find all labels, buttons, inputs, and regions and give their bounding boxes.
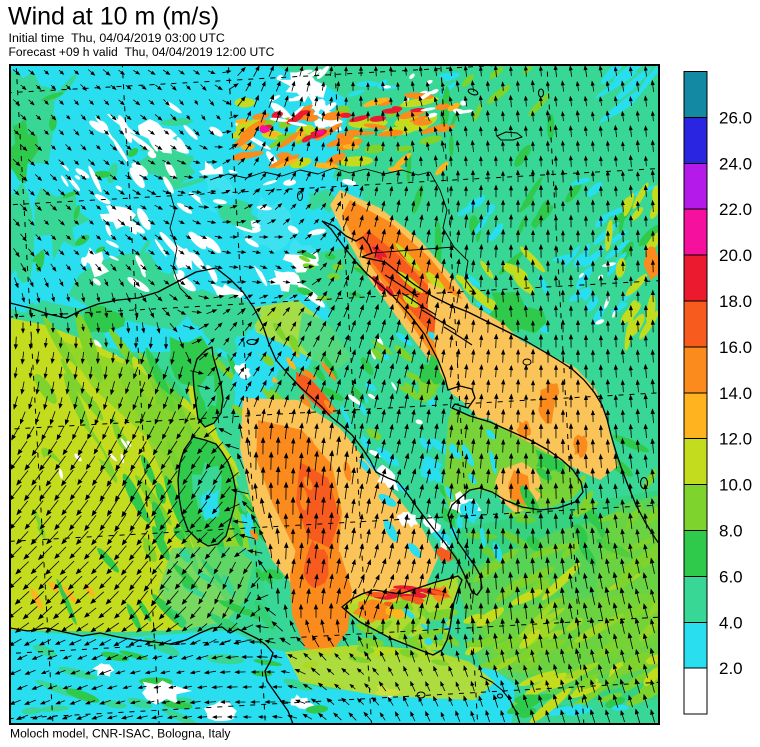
svg-text:16.0: 16.0: [719, 338, 752, 357]
svg-text:22.0: 22.0: [719, 200, 752, 219]
svg-text:2.0: 2.0: [719, 659, 743, 678]
svg-text:20.0: 20.0: [719, 246, 752, 265]
svg-text:10.0: 10.0: [719, 476, 752, 495]
svg-text:26.0: 26.0: [719, 108, 752, 127]
svg-text:Moloch model, CNR-ISAC, Bologn: Moloch model, CNR-ISAC, Bologna, Italy: [10, 727, 231, 741]
svg-text:8.0: 8.0: [719, 522, 743, 541]
svg-text:12.0: 12.0: [719, 430, 752, 449]
svg-text:6.0: 6.0: [719, 567, 743, 586]
svg-text:Initial time Thu, 04/04/2019: Initial time Thu, 04/04/2019 03:00 UTC: [9, 31, 225, 45]
svg-text:18.0: 18.0: [719, 292, 752, 311]
svg-text:14.0: 14.0: [719, 384, 752, 403]
svg-text:4.0: 4.0: [719, 613, 743, 632]
svg-text:24.0: 24.0: [719, 154, 752, 173]
svg-text:Forecast +09 h valid Thu, 04/: Forecast +09 h valid Thu, 04/04/2019 12:…: [9, 45, 275, 59]
svg-text:Wind at 10 m (m/s): Wind at 10 m (m/s): [8, 3, 219, 31]
